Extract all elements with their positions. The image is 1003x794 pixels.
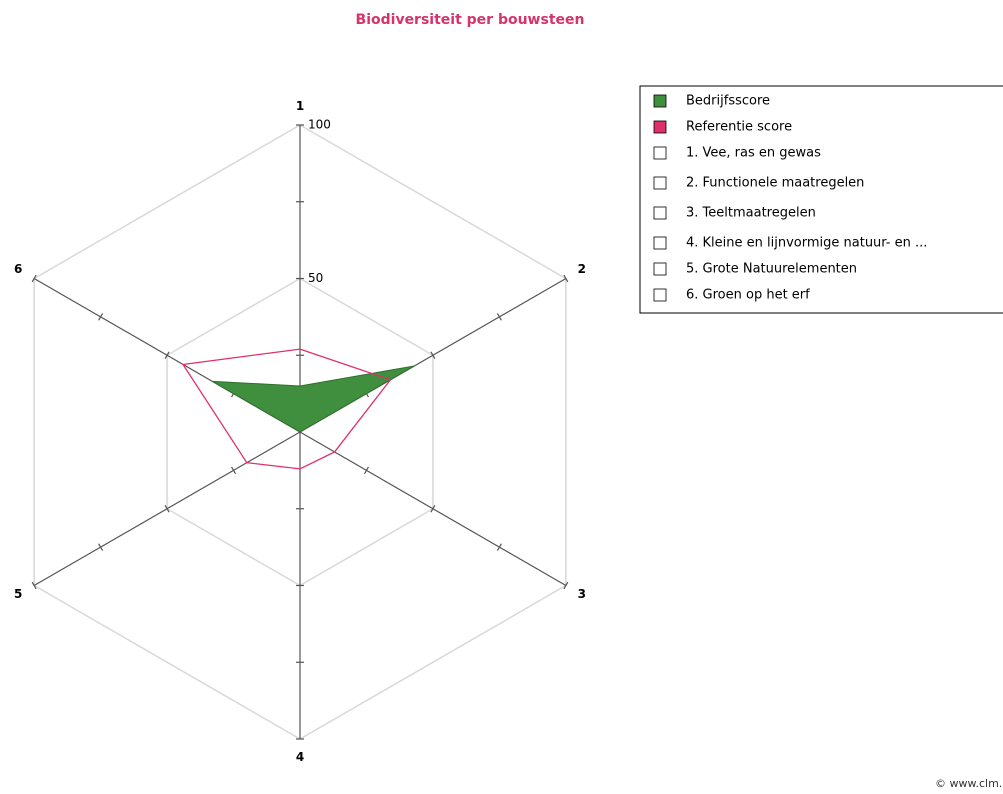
tick-mark — [164, 504, 170, 513]
legend-swatch — [653, 120, 667, 134]
series-polygon — [181, 348, 392, 470]
r-tick-label: 50 — [308, 271, 323, 285]
tick-mark — [164, 351, 170, 360]
legend-label: 5. Grote Natuurelementen — [686, 262, 857, 277]
tick-mark — [563, 581, 569, 590]
series-polygon — [212, 365, 415, 433]
tick-mark — [563, 274, 569, 283]
legend-checkbox[interactable] — [653, 176, 667, 190]
r-tick-label: 100 — [308, 118, 331, 132]
tick-mark — [98, 543, 104, 551]
tick-mark — [231, 466, 237, 475]
axis-label: 3 — [578, 587, 586, 601]
legend-label: 3. Teeltmaatregelen — [686, 206, 816, 221]
credit: © www.clm.nl — [935, 777, 1003, 790]
axis-label: 4 — [296, 750, 304, 764]
axis-label: 1 — [296, 99, 304, 113]
axis-label: 2 — [578, 262, 586, 276]
tick-mark — [496, 313, 502, 321]
chart-title: Biodiversiteit per bouwsteen — [356, 12, 585, 28]
tick-mark — [430, 504, 436, 513]
legend-box — [639, 85, 1003, 314]
tick-mark — [363, 466, 369, 475]
axis-label: 5 — [14, 587, 22, 601]
legend-label: 1. Vee, ras en gewas — [686, 146, 821, 161]
legend-checkbox[interactable] — [653, 288, 667, 302]
axis-label: 6 — [14, 262, 22, 276]
legend-checkbox[interactable] — [653, 206, 667, 220]
tick-mark — [31, 581, 37, 590]
legend-checkbox[interactable] — [653, 146, 667, 160]
legend-label: 2. Functionele maatregelen — [686, 176, 864, 191]
legend-checkbox[interactable] — [653, 236, 667, 250]
tick-mark — [31, 274, 37, 283]
tick-mark — [496, 543, 502, 551]
legend-label: Referentie score — [686, 120, 792, 135]
legend-label: 6. Groen op het erf — [686, 288, 810, 303]
tick-mark — [98, 313, 104, 321]
legend-checkbox[interactable] — [653, 262, 667, 276]
legend-label: 4. Kleine en lijnvormige natuur- en ... — [686, 236, 927, 251]
legend-swatch — [653, 94, 667, 108]
legend-label: Bedrijfsscore — [686, 94, 770, 109]
tick-mark — [430, 351, 436, 360]
